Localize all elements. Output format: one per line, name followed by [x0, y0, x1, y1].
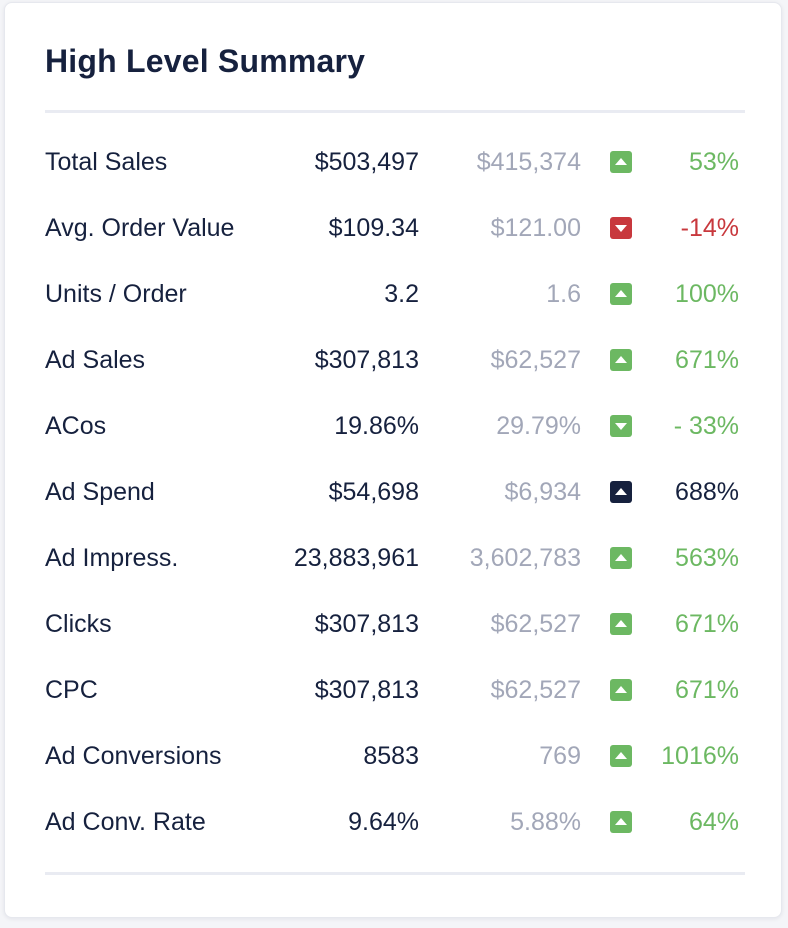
- metric-label: ACos: [45, 412, 107, 440]
- metric-change-percent: 1016%: [661, 742, 739, 770]
- metric-label: Avg. Order Value: [45, 214, 235, 242]
- footer-divider: [45, 872, 745, 875]
- metric-current-value: 23,883,961: [293, 544, 419, 572]
- metric-label: Total Sales: [45, 148, 168, 176]
- metric-previous-value: 1.6: [546, 280, 581, 308]
- metric-previous-value: 769: [539, 742, 581, 770]
- arrow-up-icon: [610, 613, 632, 635]
- metric-current-value: $109.34: [328, 214, 419, 242]
- metric-row-avg-order-value: Avg. Order Value $109.34 $121.00 -14%: [5, 195, 781, 261]
- metric-label: Clicks: [45, 610, 112, 638]
- arrow-up-icon: [610, 547, 632, 569]
- metric-current-value: 19.86%: [334, 412, 419, 440]
- metric-label: Ad Conv. Rate: [45, 808, 206, 836]
- metric-previous-value: 29.79%: [496, 412, 581, 440]
- arrow-up-icon: [610, 481, 632, 503]
- metric-current-value: 3.2: [384, 280, 419, 308]
- metric-current-value: $307,813: [314, 346, 419, 374]
- metric-row-ad-conversions: Ad Conversions 8583 769 1016%: [5, 723, 781, 789]
- arrow-up-icon: [610, 151, 632, 173]
- metric-label: CPC: [45, 676, 98, 704]
- metric-previous-value: $6,934: [504, 478, 581, 506]
- metric-row-cpc: CPC $307,813 $62,527 671%: [5, 657, 781, 723]
- metric-change-percent: -14%: [680, 214, 739, 242]
- arrow-up-icon: [610, 283, 632, 305]
- metric-current-value: $307,813: [314, 676, 419, 704]
- metric-previous-value: $62,527: [490, 610, 581, 638]
- metric-previous-value: $415,374: [476, 148, 581, 176]
- metric-current-value: $54,698: [328, 478, 419, 506]
- metric-change-percent: 671%: [675, 346, 739, 374]
- card-title: High Level Summary: [45, 43, 366, 79]
- metric-previous-value: 3,602,783: [469, 544, 581, 572]
- metric-label: Ad Conversions: [45, 742, 222, 770]
- metric-row-units-order: Units / Order 3.2 1.6 100%: [5, 261, 781, 327]
- metric-label: Ad Impress.: [45, 544, 179, 572]
- metric-previous-value: $62,527: [490, 346, 581, 374]
- header-divider: [45, 110, 745, 113]
- metric-label: Ad Spend: [45, 478, 155, 506]
- metric-label: Units / Order: [45, 280, 187, 308]
- arrow-up-icon: [610, 811, 632, 833]
- metric-change-percent: 671%: [675, 676, 739, 704]
- metric-row-ad-spend: Ad Spend $54,698 $6,934 688%: [5, 459, 781, 525]
- metric-row-total-sales: Total Sales $503,497 $415,374 53%: [5, 129, 781, 195]
- metric-change-percent: 563%: [675, 544, 739, 572]
- metric-change-percent: - 33%: [673, 412, 739, 440]
- metric-row-acos: ACos 19.86% 29.79% - 33%: [5, 393, 781, 459]
- metric-change-percent: 671%: [675, 610, 739, 638]
- metric-change-percent: 64%: [688, 808, 739, 836]
- metric-current-value: 8583: [363, 742, 419, 770]
- metric-current-value: $503,497: [314, 148, 419, 176]
- summary-card: High Level Summary Total Sales $503,497 …: [4, 2, 782, 918]
- metric-previous-value: 5.88%: [510, 808, 581, 836]
- metric-row-ad-sales: Ad Sales $307,813 $62,527 671%: [5, 327, 781, 393]
- metric-current-value: $307,813: [314, 610, 419, 638]
- metric-previous-value: $121.00: [490, 214, 581, 242]
- metrics-table: Total Sales $503,497 $415,374 53% Avg. O…: [5, 129, 781, 855]
- metric-row-clicks: Clicks $307,813 $62,527 671%: [5, 591, 781, 657]
- arrow-down-icon: [610, 415, 632, 437]
- arrow-down-icon: [610, 217, 632, 239]
- metric-change-percent: 688%: [675, 478, 739, 506]
- metric-change-percent: 53%: [688, 148, 739, 176]
- arrow-up-icon: [610, 679, 632, 701]
- arrow-up-icon: [610, 349, 632, 371]
- metric-row-ad-conv-rate: Ad Conv. Rate 9.64% 5.88% 64%: [5, 789, 781, 855]
- metric-previous-value: $62,527: [490, 676, 581, 704]
- metric-current-value: 9.64%: [348, 808, 419, 836]
- metric-change-percent: 100%: [675, 280, 739, 308]
- arrow-up-icon: [610, 745, 632, 767]
- metric-label: Ad Sales: [45, 346, 146, 374]
- metric-row-ad-impress: Ad Impress. 23,883,961 3,602,783 563%: [5, 525, 781, 591]
